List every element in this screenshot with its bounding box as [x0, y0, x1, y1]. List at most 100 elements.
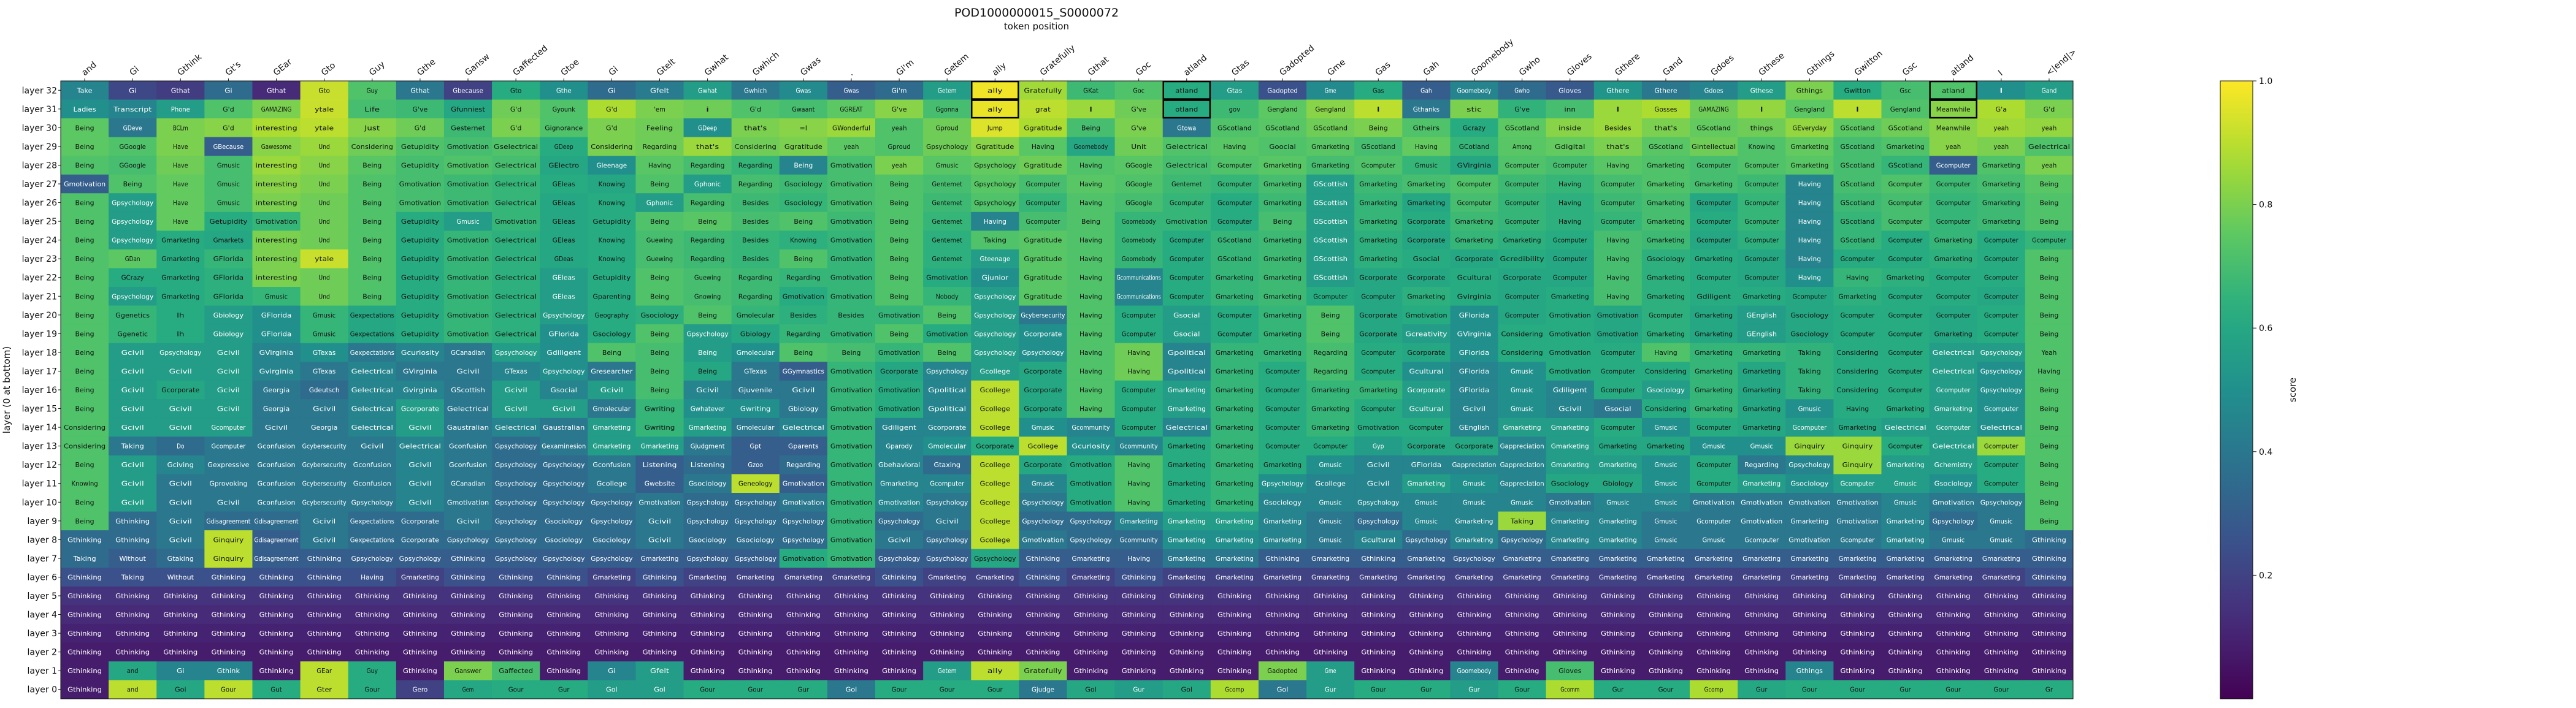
heatmap-cell — [683, 380, 732, 400]
cell-label: Gcollege — [980, 368, 1011, 375]
heatmap-cell — [588, 417, 636, 437]
colorbar-tick-label: 0.2 — [2259, 571, 2272, 580]
heatmap-cell — [348, 156, 397, 175]
cell-label: Gour — [1850, 687, 1865, 694]
heatmap-cell — [971, 380, 1019, 400]
cell-label: Gmotivation — [830, 499, 872, 506]
heatmap-cell — [1593, 568, 1643, 587]
heatmap-cell — [1690, 324, 1738, 344]
heatmap-cell — [492, 287, 540, 306]
heatmap-cell — [443, 268, 493, 287]
heatmap-cell — [492, 211, 540, 231]
heatmap-cell — [1354, 211, 1403, 231]
cell-label: Gignorance — [545, 124, 583, 132]
cell-label: Gcorporate — [1407, 349, 1445, 357]
cell-label: Ginquiry — [1795, 443, 1825, 451]
cell-label: Gmarketing — [1263, 518, 1301, 525]
heatmap-cell — [1354, 642, 1403, 662]
heatmap-cell — [396, 249, 445, 268]
cell-label: Gcomputer — [1936, 293, 1971, 300]
cell-label: Being — [1273, 218, 1292, 226]
heatmap-cell — [1210, 193, 1259, 213]
cell-label: Gour — [1658, 687, 1674, 694]
cell-label: Gmarketing — [1934, 237, 1972, 245]
heatmap-cell — [1929, 417, 1978, 437]
cell-label: Gcivil — [408, 462, 431, 469]
cell-label: Gcorporate — [1024, 387, 1062, 394]
heatmap-cell — [1450, 211, 1498, 231]
heatmap-cell — [731, 417, 780, 437]
heatmap-cell — [540, 586, 588, 606]
cell-label: Gpsychology — [447, 536, 489, 544]
cell-label: Have — [173, 162, 188, 169]
heatmap-cell — [731, 568, 780, 587]
cell-label: Being — [75, 368, 94, 375]
heatmap-cell — [1738, 211, 1786, 231]
cell-label: Gcorporate — [1359, 330, 1397, 338]
heatmap-cell — [1881, 568, 1930, 587]
cell-label: Having — [1079, 275, 1102, 282]
heatmap-cell — [492, 118, 540, 138]
cell-label: Gcomputer — [1936, 200, 1971, 207]
cell-label: Gcivil — [121, 387, 144, 394]
cell-label: Gcomputer — [1026, 218, 1060, 226]
cell-label: that's — [744, 124, 767, 132]
heatmap-cell — [1162, 642, 1211, 662]
heatmap-cell — [2025, 623, 2074, 643]
cell-label: Gelectrical — [495, 200, 537, 207]
heatmap-cell — [443, 287, 493, 306]
cell-label: GScotland — [1361, 143, 1395, 151]
cell-label: Gconfusion — [449, 462, 487, 469]
cell-label: GDan — [125, 256, 140, 263]
heatmap-cell — [300, 511, 349, 531]
cell-label: Considering — [64, 424, 105, 432]
heatmap-cell — [1067, 605, 1116, 625]
cell-label: Gcomputer — [212, 443, 246, 451]
cell-label: Und — [318, 181, 330, 188]
heatmap-cell — [204, 230, 253, 250]
cell-label: Gpsychology — [687, 499, 729, 506]
cell-label: Being — [890, 200, 909, 207]
heatmap-cell — [396, 399, 445, 419]
colorbar-tick-label: 0.6 — [2259, 324, 2272, 333]
heatmap-cell — [923, 436, 972, 456]
cell-label: Gcivil — [648, 518, 671, 525]
heatmap-cell — [109, 268, 157, 287]
heatmap-cell — [731, 305, 780, 325]
cell-label: Gcomputer — [1696, 200, 1731, 207]
cell-label: Gmarketing — [1216, 424, 1254, 432]
cell-label: Gcorporate — [1407, 443, 1445, 451]
cell-label: Regarding — [786, 330, 821, 338]
heatmap-cell — [109, 211, 157, 231]
heatmap-cell — [1833, 137, 1882, 156]
heatmap-cell — [1738, 399, 1786, 419]
heatmap-cell — [1833, 230, 1882, 250]
heatmap-cell — [588, 380, 636, 400]
cell-label: Gthinking — [1217, 630, 1252, 638]
cell-label: Gcivil — [169, 481, 192, 488]
heatmap-cell — [683, 568, 732, 587]
cell-label: Gmarketing — [1838, 555, 1876, 563]
cell-label: Gmarketing — [1216, 387, 1254, 394]
cell-label: Gmarketing — [1599, 443, 1637, 451]
cell-label: Gthinking — [1792, 612, 1827, 619]
heatmap-cell — [1450, 249, 1498, 268]
cell-label: Gthinking — [163, 593, 197, 600]
cell-label: Gawesome — [261, 143, 292, 151]
heatmap-cell — [540, 605, 588, 625]
heatmap-cell — [875, 380, 924, 400]
cell-label: Gsociology — [545, 518, 583, 525]
heatmap-cell — [635, 605, 684, 625]
cell-label: Gour — [221, 687, 236, 694]
cell-label: Gmarketing — [1551, 443, 1589, 451]
cell-label: Gmarketing — [1647, 330, 1685, 338]
heatmap-cell — [1977, 474, 2026, 493]
cell-label: Gpsychology — [1357, 499, 1399, 506]
heatmap-cell — [348, 549, 397, 568]
cell-label: Gelectrical — [351, 406, 393, 413]
cell-label: Gour — [940, 687, 955, 694]
y-tick-label: layer 21 — [22, 292, 57, 302]
heatmap-cell — [1833, 642, 1882, 662]
x-tick-label: Gthink — [176, 52, 204, 78]
heatmap-cell — [635, 305, 684, 325]
